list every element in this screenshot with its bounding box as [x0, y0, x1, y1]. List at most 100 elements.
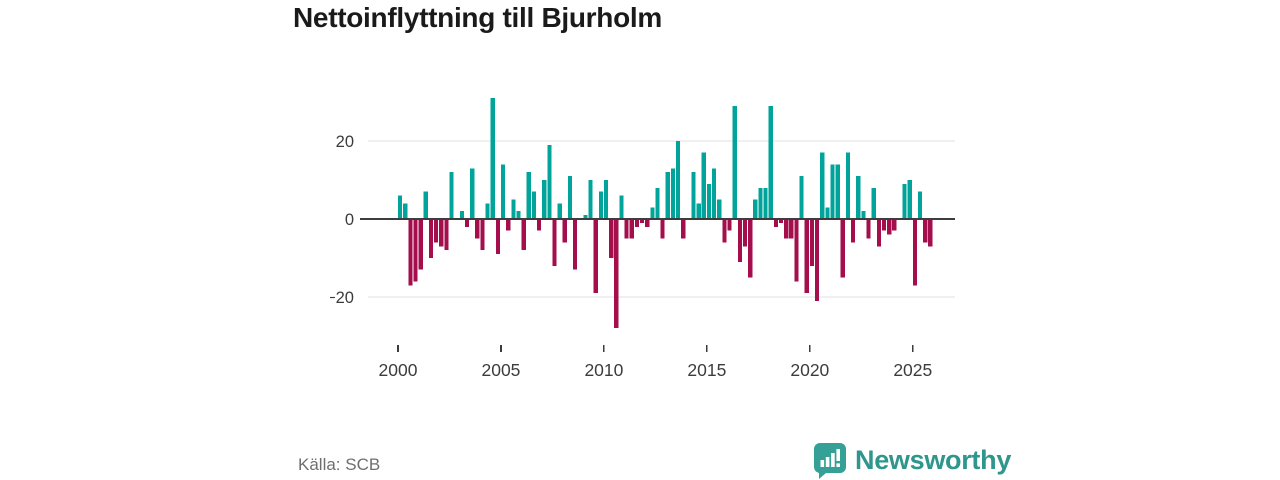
- bar-2004-Q3: [490, 98, 495, 219]
- logo-bar-large: [831, 452, 835, 467]
- bar-2008-Q2: [567, 176, 573, 219]
- bar-chart-svg: 20 0 −20 2000 2005 2010 2015 2020 2025: [330, 98, 955, 380]
- bar-2023-Q2: [876, 219, 881, 247]
- bar-2005-Q3: [511, 199, 516, 219]
- bar-2014-Q3: [696, 203, 701, 219]
- bar-2007-Q4: [557, 203, 562, 219]
- bar-2013-Q3: [675, 141, 681, 219]
- bar-2002-Q3: [449, 172, 454, 219]
- x-axis-label-2025: 2025: [893, 360, 932, 380]
- bar-2021-Q4: [845, 152, 851, 219]
- bar-2025-Q1: [912, 219, 917, 286]
- bar-2017-Q1: [748, 219, 753, 278]
- bar-2019-Q2: [794, 219, 799, 282]
- logo-bar-medium: [825, 456, 830, 467]
- bar-2010-Q1: [603, 180, 609, 219]
- bar-2004-Q4: [495, 219, 501, 255]
- bar-2005-Q1: [500, 164, 506, 219]
- bar-2014-Q2: [691, 172, 696, 219]
- bar-2023-Q3: [881, 219, 887, 231]
- bar-2000-Q1: [398, 195, 403, 219]
- bar-2016-Q4: [742, 219, 748, 247]
- bar-2009-Q4: [598, 191, 603, 219]
- bar-2003-Q2: [464, 219, 470, 227]
- bar-2023-Q4: [887, 219, 892, 235]
- bar-2003-Q4: [475, 219, 480, 239]
- x-axis-label-2010: 2010: [584, 360, 623, 380]
- logo-exclamation-dot: [836, 462, 840, 467]
- brand-logo: Newsworthy: [813, 441, 1011, 479]
- bar-2020-Q3: [820, 152, 825, 219]
- bar-2006-Q2: [526, 172, 531, 219]
- bar-2023-Q1: [871, 187, 876, 219]
- brand-name: Newsworthy: [855, 444, 1012, 475]
- bar-2021-Q2: [835, 164, 840, 219]
- x-axis-label-2020: 2020: [790, 360, 829, 380]
- bar-2013-Q2: [670, 168, 676, 219]
- bar-2020-Q4: [825, 207, 830, 219]
- bar-2018-Q4: [784, 219, 789, 239]
- bar-2001-Q4: [434, 219, 439, 243]
- bar-2018-Q1: [768, 105, 773, 219]
- source-note: Källa: SCB: [298, 455, 381, 474]
- x-axis-label-2005: 2005: [481, 360, 520, 380]
- bar-2003-Q3: [470, 168, 475, 219]
- bar-2008-Q1: [562, 219, 567, 243]
- logo-bar-small: [820, 459, 825, 467]
- bar-2024-Q4: [907, 180, 912, 219]
- bar-2020-Q1: [809, 219, 815, 266]
- bar-2011-Q2: [629, 219, 634, 239]
- bar-2012-Q3: [655, 187, 660, 219]
- bar-2018-Q3: [778, 219, 784, 223]
- bar-2005-Q2: [506, 219, 511, 231]
- bar-2001-Q2: [423, 191, 428, 219]
- bar-2019-Q3: [799, 176, 804, 219]
- bar-2002-Q1: [439, 219, 444, 247]
- bar-2015-Q3: [717, 199, 722, 219]
- bar-2013-Q4: [681, 219, 686, 239]
- y-axis-label-20: 20: [336, 133, 354, 151]
- bar-2007-Q3: [552, 219, 557, 266]
- bar-2006-Q1: [521, 219, 526, 251]
- bar-2022-Q4: [866, 219, 871, 239]
- bar-2017-Q4: [763, 187, 768, 219]
- bar-2011-Q3: [634, 219, 640, 227]
- bar-2022-Q3: [861, 211, 866, 219]
- bar-2015-Q1: [706, 183, 712, 219]
- bar-2010-Q2: [609, 219, 614, 258]
- bar-2001-Q3: [428, 219, 434, 258]
- x-axis-label-2000: 2000: [379, 360, 418, 380]
- y-axis-label--20: −20: [330, 289, 354, 307]
- bar-2006-Q4: [536, 219, 542, 231]
- bar-2014-Q4: [701, 152, 706, 219]
- bar-chart-speech-bubble-icon: [813, 442, 846, 479]
- bar-2016-Q2: [732, 105, 737, 219]
- logo-bubble-shape: [813, 442, 846, 479]
- bar-2018-Q2: [773, 219, 779, 227]
- bar-2004-Q2: [485, 203, 490, 219]
- bar-2009-Q1: [583, 215, 588, 219]
- bar-2004-Q1: [480, 219, 485, 251]
- bar-2017-Q3: [758, 187, 763, 219]
- x-axis-label-2015: 2015: [687, 360, 726, 380]
- bar-2001-Q1: [418, 219, 423, 270]
- bar-2021-Q3: [840, 219, 845, 278]
- bar-2013-Q1: [665, 172, 670, 219]
- bar-2016-Q3: [737, 219, 742, 262]
- bar-2010-Q4: [619, 195, 624, 219]
- bar-2012-Q1: [645, 219, 650, 227]
- bar-2019-Q4: [804, 219, 809, 294]
- bar-2009-Q2: [588, 180, 593, 219]
- bar-2005-Q4: [516, 211, 521, 219]
- bar-2007-Q1: [542, 180, 547, 219]
- bar-2020-Q2: [814, 219, 820, 301]
- bar-2002-Q2: [444, 219, 449, 251]
- y-axis-label-0: 0: [345, 211, 354, 229]
- bar-2007-Q2: [547, 144, 552, 219]
- bar-2011-Q1: [624, 219, 629, 239]
- bar-2025-Q4: [928, 219, 933, 247]
- bar-2022-Q1: [851, 219, 856, 243]
- bar-2009-Q3: [593, 219, 598, 294]
- bar-2000-Q3: [408, 219, 413, 286]
